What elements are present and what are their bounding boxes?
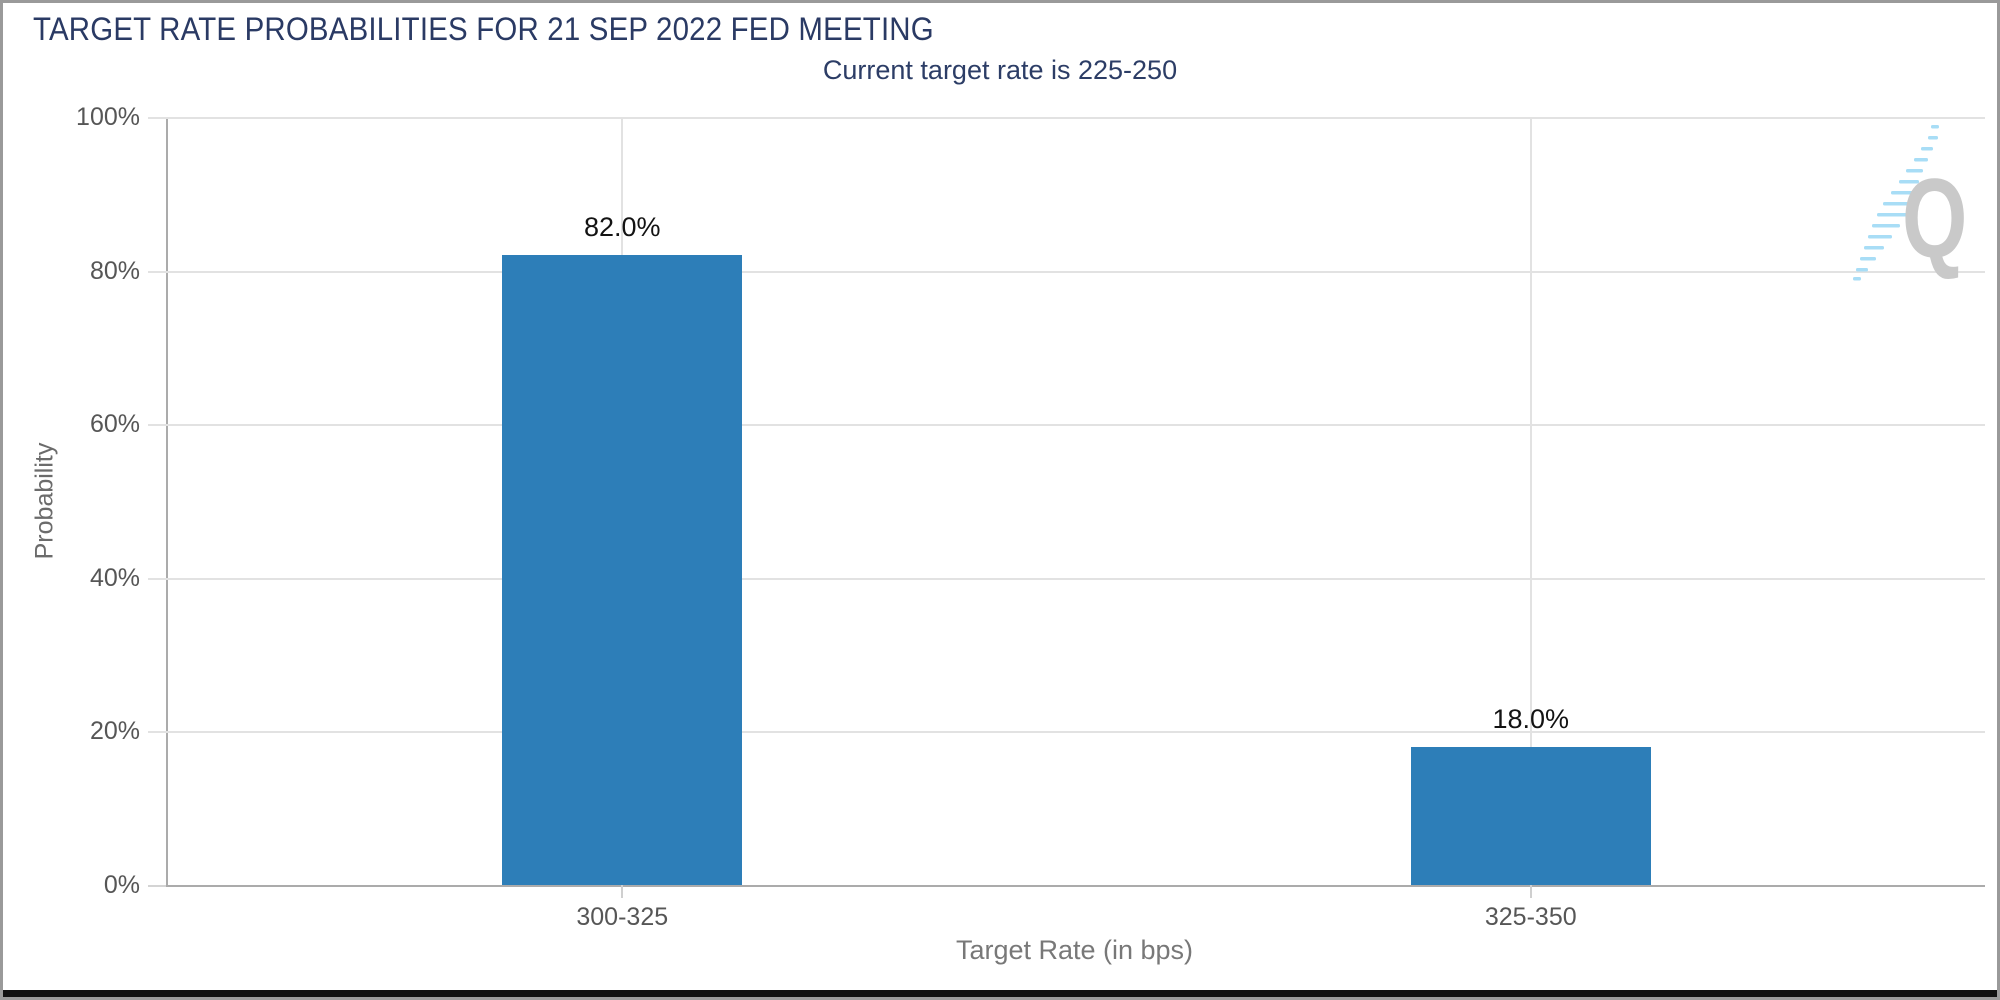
y-axis-title: Probability — [30, 442, 59, 560]
y-tick-label-100: 100% — [76, 103, 140, 131]
q-logo-dashes — [1853, 125, 1939, 281]
q-logo: Q — [1853, 125, 1967, 281]
y-tick-label-80: 80% — [89, 256, 140, 285]
gridline-40 — [148, 577, 1985, 580]
gridline-category-2 — [1529, 117, 1532, 885]
gridline-100 — [148, 117, 1985, 119]
plot-area: Q 82.0% 18.0% 100% 80% 60% 40% 20% 0% 30… — [76, 103, 1985, 931]
q-logo-letter: Q — [1902, 155, 1967, 281]
bar-300-325[interactable] — [502, 255, 743, 885]
y-tick-label-40: 40% — [89, 563, 140, 592]
y-tick-label-60: 60% — [89, 410, 140, 439]
gridline-60 — [148, 424, 1985, 427]
chart-subtitle: Current target rate is 225-250 — [822, 55, 1178, 85]
x-axis-title: Target Rate (in bps) — [955, 935, 1194, 965]
bar-value-label: 82.0% — [583, 212, 661, 243]
y-tick-label-0: 0% — [103, 871, 140, 899]
bar-325-350[interactable] — [1410, 746, 1651, 885]
x-tick-2 — [1529, 885, 1532, 898]
y-tick-label-20: 20% — [89, 717, 140, 746]
gridline-80 — [148, 270, 1985, 273]
gridline-20 — [148, 731, 1985, 734]
page-title: TARGET RATE PROBABILITIES FOR 21 SEP 202… — [33, 11, 934, 47]
x-tick-label-1: 300-325 — [576, 903, 669, 931]
bar-value-label: 18.0% — [1492, 703, 1570, 734]
x-tick-label-2: 325-350 — [1484, 903, 1577, 931]
bottom-border — [3, 990, 1997, 997]
y-tick-0 — [148, 885, 166, 887]
x-tick-1 — [621, 885, 624, 898]
